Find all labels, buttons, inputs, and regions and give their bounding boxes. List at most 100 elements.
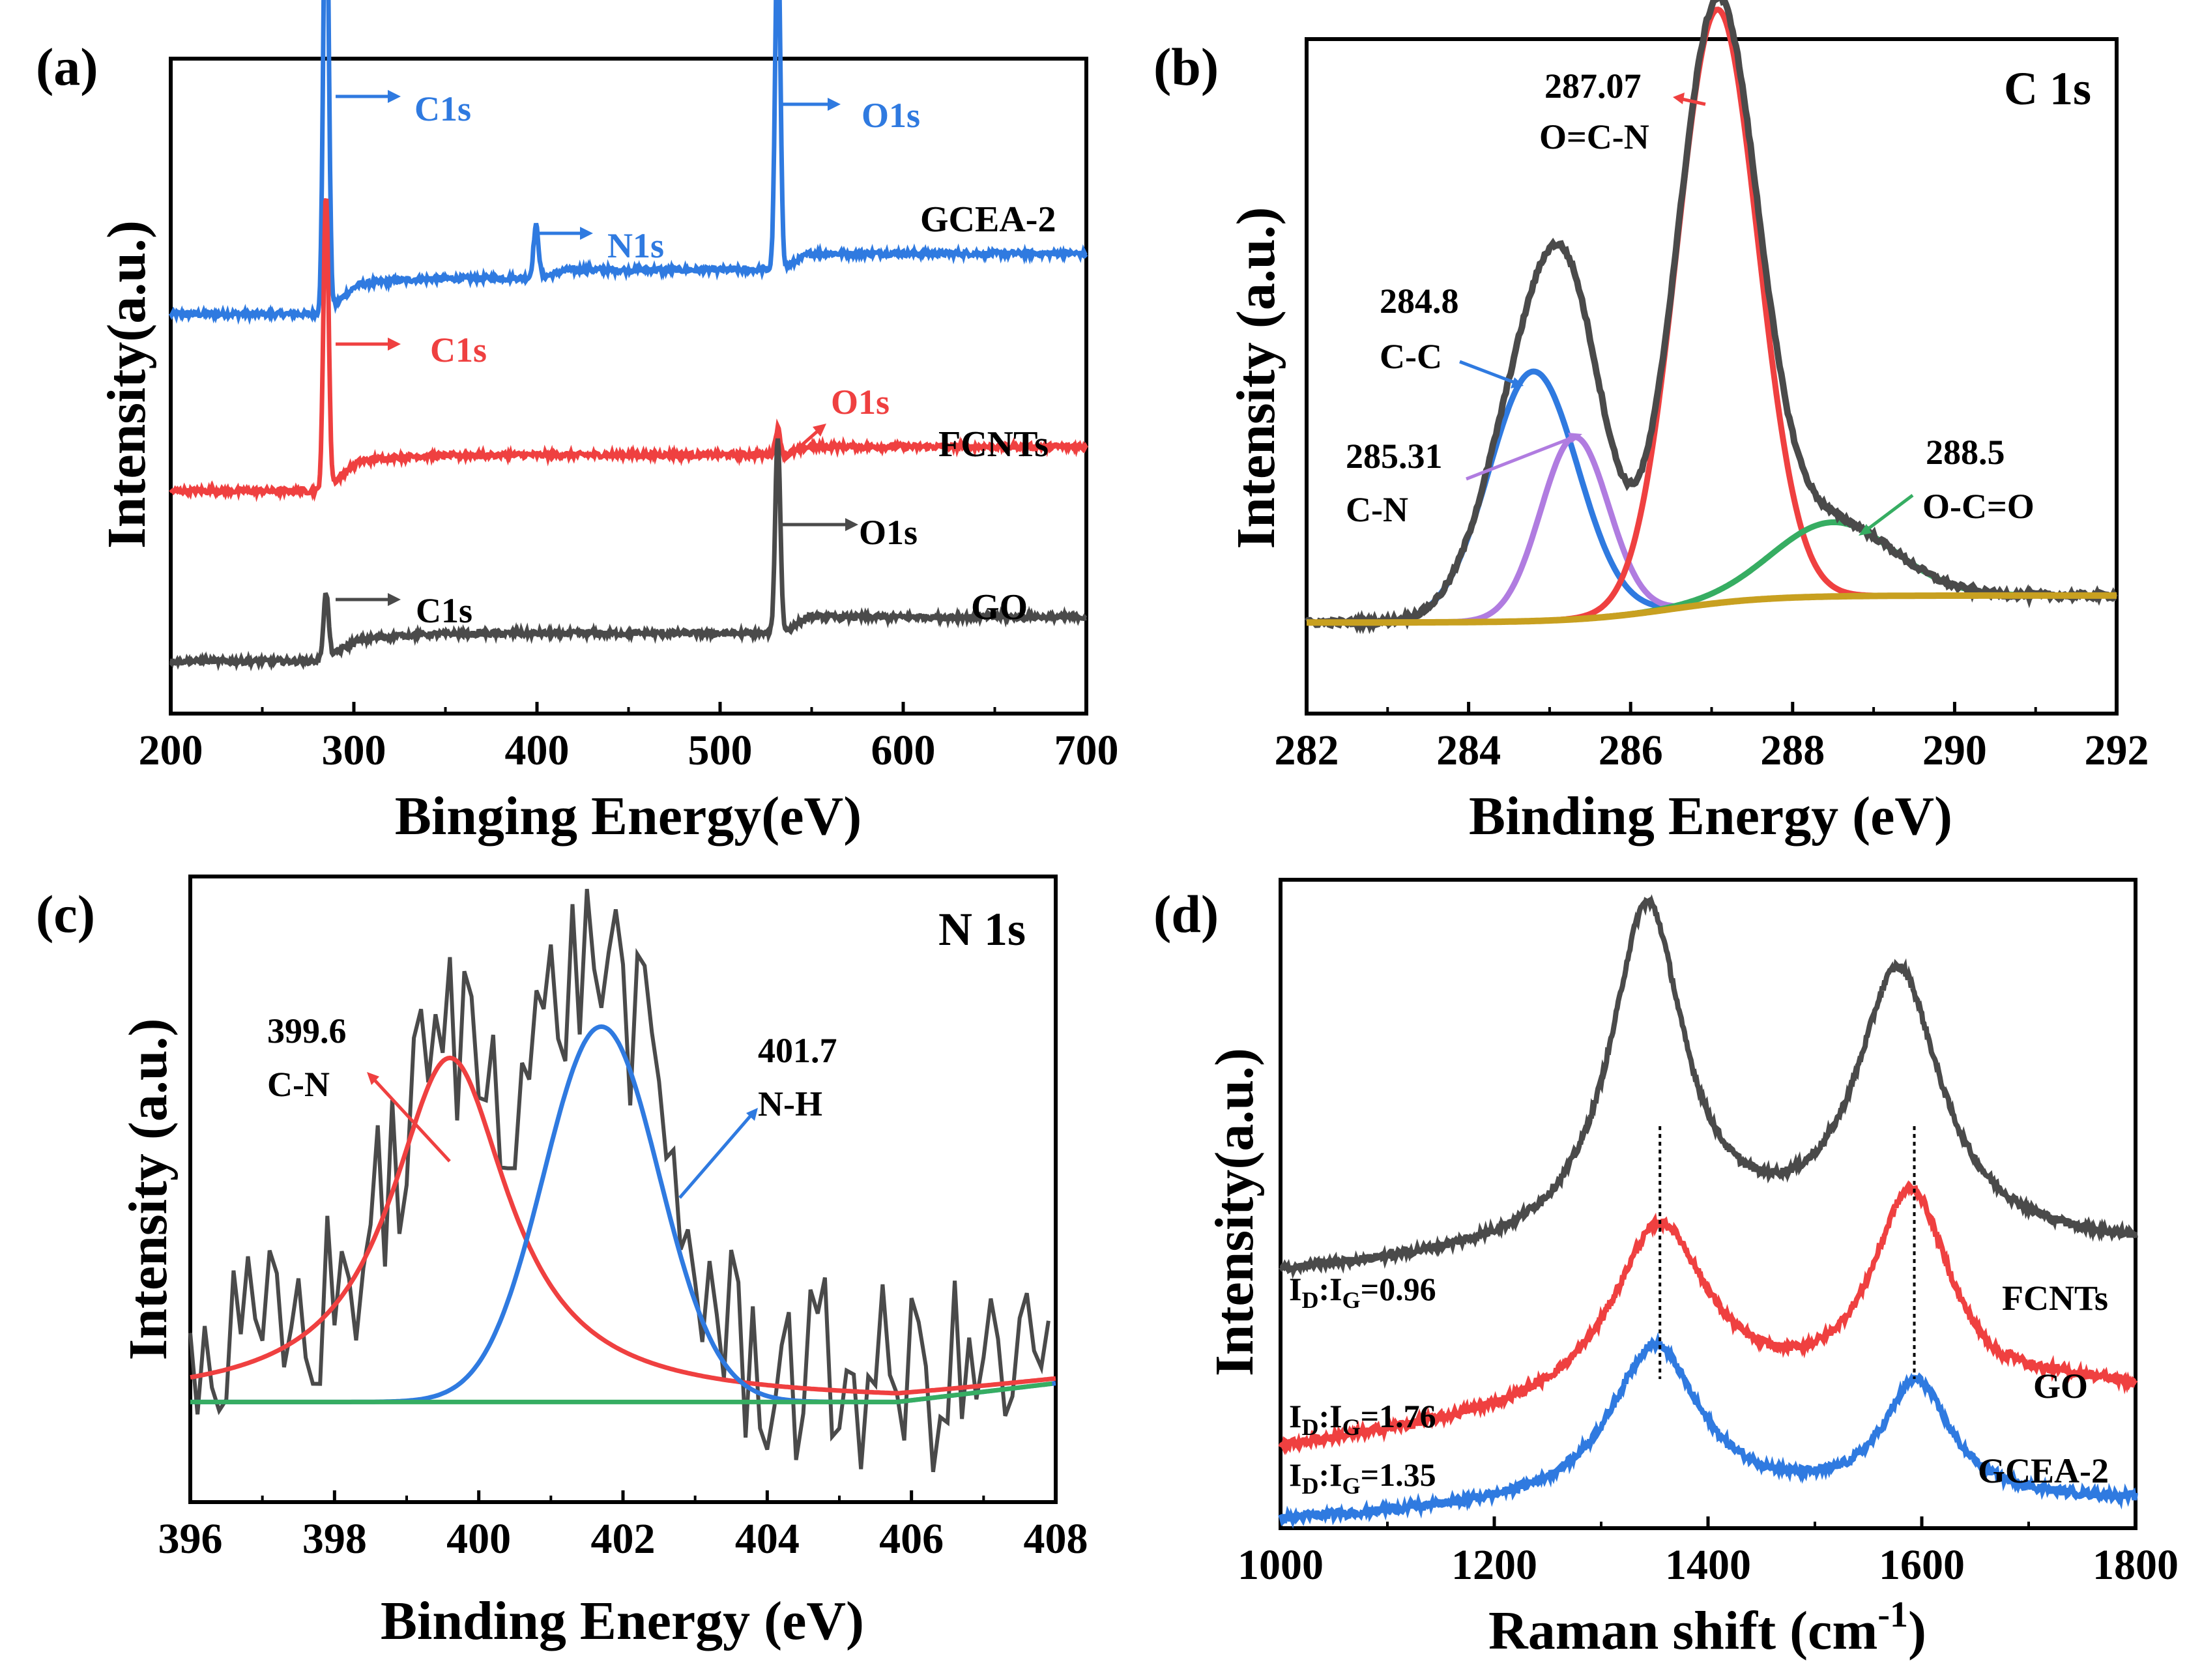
arrowhead-icon — [845, 518, 858, 531]
x-tick-label: 400 — [505, 727, 570, 774]
panel-a-xlabel: Binging Energy(eV) — [395, 786, 862, 847]
panel-c: (c) 396 398 400 402 404 406 408 N 1s 399.6 C-N… — [36, 875, 1088, 1651]
x-tick-label: 284 — [1436, 727, 1501, 774]
arrowhead-icon — [367, 1072, 379, 1085]
raman-line-fcnts — [1279, 894, 2138, 1279]
panel-a-x-ticks: 200 300 400 500 600 700 — [139, 702, 1119, 774]
gcea2-n1s-label: N1s — [607, 226, 664, 265]
arrow-icon — [369, 1074, 451, 1163]
fcnts-series-label: FCNTs — [2002, 1279, 2108, 1318]
peak-285-label: C-N — [1346, 490, 1408, 529]
peak-288-value: 288.5 — [1926, 433, 2005, 472]
gcea2-c1s-label: C1s — [414, 89, 471, 128]
peak-288-label: O-C=O — [1922, 487, 2035, 526]
xps-survey-line-gcea-2 — [168, 0, 1088, 325]
panel-d-x-ticks: 1000 1200 1400 1600 1800 — [1238, 1516, 2179, 1589]
peak-284-value: 284.8 — [1380, 282, 1459, 321]
arrow-icon — [678, 1110, 756, 1199]
peak-287-label: O=C-N — [1539, 117, 1649, 156]
panel-b-curves — [1304, 0, 2118, 634]
arrowhead-icon — [746, 1108, 758, 1121]
x-tick-label: 500 — [688, 727, 753, 774]
x-tick-label: 286 — [1599, 727, 1663, 774]
arrow-icon — [1459, 360, 1520, 386]
x-tick-label: 1800 — [2093, 1541, 2179, 1589]
x-tick-label: 288 — [1760, 727, 1825, 774]
x-tick-label: 1600 — [1879, 1541, 1965, 1589]
panel-b-xlabel: Binding Energy (eV) — [1469, 786, 1952, 847]
panel-b-annotations: C 1s 287.07 O=C-N 284.8 C-C 285.31 C-N 2… — [1346, 63, 2091, 536]
arrowhead-icon — [388, 90, 401, 103]
panel-a-label: (a) — [36, 37, 98, 96]
panel-a-series — [168, 0, 1089, 672]
panel-c-xlabel: Binding Energy (eV) — [381, 1591, 864, 1651]
peak-285-value: 285.31 — [1346, 437, 1443, 476]
fcnts-series-label: FCNTs — [938, 424, 1049, 465]
x-tick-label: 400 — [446, 1515, 511, 1563]
peak-287-value: 287.07 — [1544, 66, 1642, 106]
raman-line-gcea-2 — [1278, 1331, 2138, 1529]
x-tick-label: 396 — [158, 1515, 223, 1563]
x-tick-label: 292 — [2085, 727, 2149, 774]
fcnts-o1s-label: O1s — [831, 383, 890, 422]
xps-survey-line-go — [169, 438, 1088, 672]
arrowhead-icon — [1859, 524, 1872, 536]
arrowhead-icon — [1673, 93, 1685, 104]
go-id-ig-ratio: ID:IG=1.76 — [1289, 1398, 1436, 1440]
panel-a: (a) 200 300 400 500 600 700 C1s N1s O1s GCEA-… — [36, 0, 1119, 847]
panel-b-x-ticks: 282 284 286 288 290 292 — [1275, 702, 2149, 774]
panel-c-curves — [188, 888, 1056, 1473]
x-tick-label: 1000 — [1238, 1541, 1324, 1589]
fcnts-id-ig-ratio: ID:IG=0.96 — [1289, 1271, 1436, 1313]
background-line — [1307, 592, 2117, 626]
panel-b: (b) 282 284 286 288 290 292 C 1s 287.07 O=C-N… — [1153, 0, 2149, 847]
panel-d-ylabel: Intensity(a.u.) — [1204, 1048, 1265, 1376]
x-tick-label: 402 — [591, 1515, 656, 1563]
panel-b-ylabel: Intensity (a.u.) — [1226, 207, 1286, 549]
raman-line-go — [1278, 1180, 2138, 1455]
x-tick-label: 200 — [139, 727, 203, 774]
x-tick-label: 300 — [322, 727, 386, 774]
arrow-icon — [782, 426, 824, 463]
x-tick-label: 1200 — [1451, 1541, 1537, 1589]
peak-399-label: C-N — [267, 1065, 330, 1104]
go-series-label: GO — [2033, 1367, 2088, 1406]
peak-399-value: 399.6 — [267, 1011, 347, 1050]
panel-d: (d) 1000 1200 1400 1600 1800 FCNTs GO GCEA-2… — [1153, 878, 2179, 1661]
gcea2-series-label: GCEA-2 — [1978, 1451, 2109, 1490]
go-series-label: GO — [971, 587, 1028, 628]
panel-b-title: C 1s — [2004, 63, 2091, 115]
arrowhead-icon — [388, 338, 401, 351]
panel-a-ylabel: Intensity(a.u.) — [96, 220, 157, 549]
arrow-icon — [1466, 433, 1579, 481]
x-tick-label: 1400 — [1665, 1541, 1751, 1589]
peak-284-label: C-C — [1380, 337, 1442, 376]
arrow-icon — [1861, 494, 1914, 534]
arrowhead-icon — [1511, 377, 1524, 388]
arrowhead-icon — [813, 424, 826, 437]
fcnts-c1s-label: C1s — [430, 330, 487, 369]
arrowhead-icon — [388, 593, 401, 606]
peak-401-label: N-H — [758, 1084, 822, 1123]
x-tick-label: 290 — [1922, 727, 1987, 774]
panel-d-label: (d) — [1153, 884, 1219, 944]
go-o1s-label: O1s — [859, 513, 918, 552]
x-tick-label: 282 — [1275, 727, 1339, 774]
panel-d-annotations: FCNTs GO GCEA-2 ID:IG=0.96 ID:IG=1.76 ID… — [1289, 1271, 2109, 1499]
peak-401-value: 401.7 — [758, 1031, 837, 1070]
panel-c-x-ticks: 396 398 400 402 404 406 408 — [158, 1490, 1088, 1563]
go-c1s-label: C1s — [416, 591, 472, 630]
gcea2-o1s-label: O1s — [862, 96, 920, 135]
fit-component-c-n — [190, 1055, 1056, 1396]
x-tick-label: 406 — [879, 1515, 944, 1563]
panel-b-label: (b) — [1153, 37, 1219, 96]
arrowhead-icon — [580, 227, 593, 240]
raw-data-line — [188, 888, 1050, 1473]
panel-a-annotations: C1s N1s O1s GCEA-2 C1s O1s FCNTs C1s O1s… — [336, 89, 1056, 630]
x-tick-label: 404 — [735, 1515, 800, 1563]
gcea2-series-label: GCEA-2 — [920, 199, 1056, 240]
background-line — [190, 1381, 1052, 1404]
panel-c-annotations: N 1s 399.6 C-N 401.7 N-H — [267, 903, 1026, 1199]
x-tick-label: 600 — [871, 727, 936, 774]
